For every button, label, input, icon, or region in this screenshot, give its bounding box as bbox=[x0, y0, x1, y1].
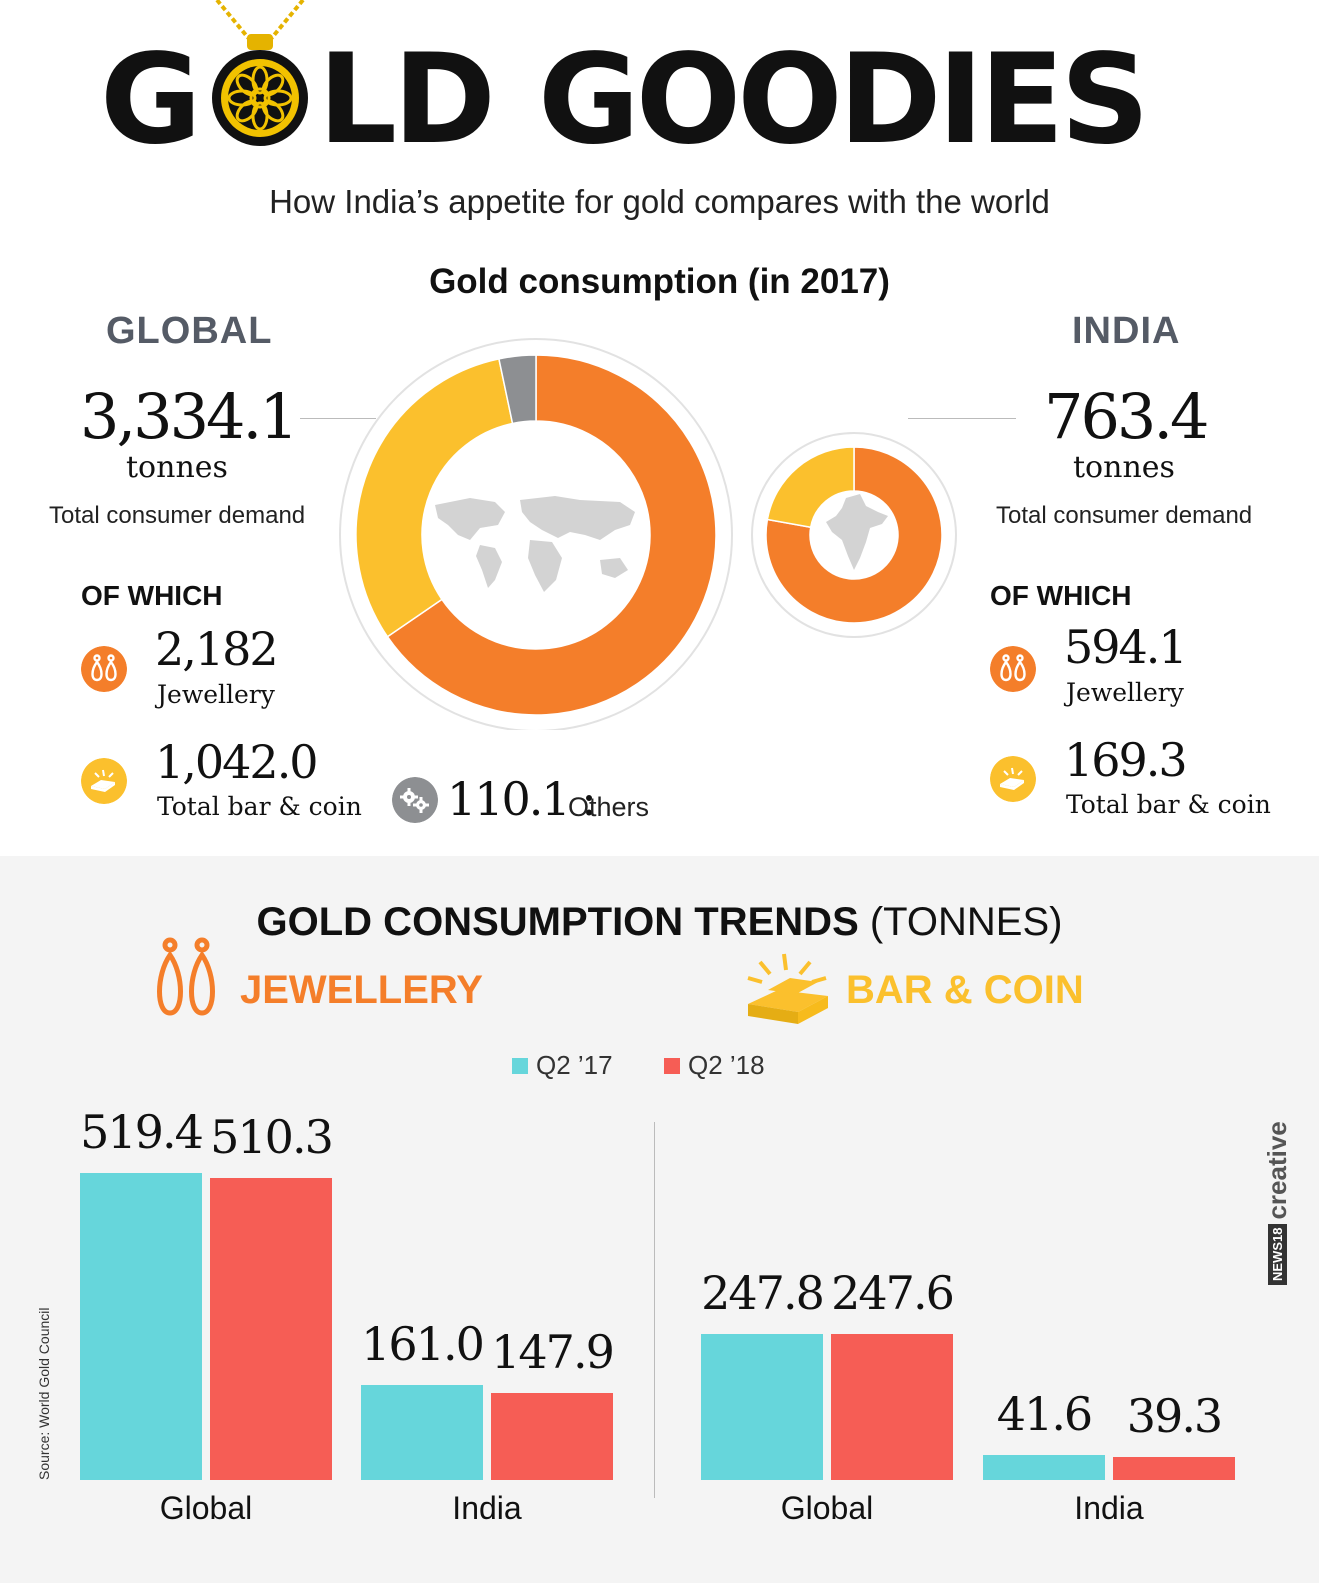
group-label-jewellery-global: Global bbox=[159, 1490, 253, 1526]
group-label-barcoin-india: India bbox=[1074, 1490, 1144, 1526]
donut-charts bbox=[339, 338, 957, 730]
bar-value-jewellery-global-q2-17: 519.4 bbox=[80, 1105, 204, 1159]
bar-value-jewellery-global-q2-18: 510.3 bbox=[210, 1110, 334, 1165]
legend-swatch-q2-17 bbox=[512, 1057, 528, 1074]
consumption-title: Gold consumption (in 2017) bbox=[429, 262, 890, 301]
india-jewellery-value: 594.1 bbox=[1064, 620, 1188, 674]
earrings-icon bbox=[81, 646, 127, 692]
necklace-pendant-icon bbox=[212, 0, 308, 146]
global-slice-jewellery bbox=[386, 354, 717, 716]
legend-q2-18: Q2 ’18 bbox=[664, 1050, 765, 1081]
group-label-barcoin-global: Global bbox=[780, 1490, 874, 1526]
title-letter-g: G bbox=[100, 28, 202, 172]
bar-jewellery-global-q2-17 bbox=[80, 1173, 202, 1480]
jewellery-heading: JEWELLERY bbox=[240, 968, 483, 1012]
gold-bars-icon bbox=[747, 953, 828, 1024]
bar-value-jewellery-india-q2-18: 147.9 bbox=[491, 1324, 615, 1379]
legend-label-q2-18: Q2 ’18 bbox=[688, 1050, 765, 1080]
bar-value-barcoin-india-q2-17: 41.6 bbox=[996, 1387, 1093, 1442]
credit-badge: NEWS18 bbox=[1268, 1223, 1287, 1285]
title-word-goodies: GOODIES bbox=[538, 28, 1150, 172]
world-map-icon bbox=[435, 496, 635, 592]
bar-barcoin-global-q2-18 bbox=[831, 1333, 953, 1480]
legend-label-q2-17: Q2 ’17 bbox=[536, 1050, 613, 1080]
group-label-jewellery-india: India bbox=[452, 1490, 522, 1526]
global-total-unit: tonnes bbox=[126, 450, 228, 485]
india-total-value: 763.4 bbox=[1044, 380, 1209, 453]
gears-icon bbox=[392, 777, 438, 823]
gold-bars-icon bbox=[990, 756, 1036, 802]
global-jewellery-value: 2,182 bbox=[155, 622, 279, 676]
india-leader-line bbox=[908, 418, 1016, 419]
bar-value-jewellery-india-q2-17: 161.0 bbox=[361, 1316, 485, 1371]
legend-q2-17: Q2 ’17 bbox=[512, 1050, 613, 1081]
bar-barcoin-india-q2-18 bbox=[1113, 1456, 1235, 1480]
global-leader-line bbox=[300, 418, 376, 419]
gold-bars-icon bbox=[81, 758, 127, 804]
india-of-which: OF WHICH bbox=[990, 580, 1132, 611]
barcoin-heading: BAR & COIN bbox=[846, 968, 1084, 1012]
bar-value-barcoin-global-q2-18: 247.6 bbox=[831, 1265, 955, 1320]
news18-creative-logo: NEWS18 creative bbox=[1262, 1121, 1293, 1285]
trends-title-unit: (TONNES) bbox=[858, 900, 1063, 944]
global-total-value: 3,334.1 bbox=[80, 380, 299, 453]
india-slice-total-bar-coin bbox=[766, 446, 855, 529]
global-of-which: OF WHICH bbox=[81, 580, 223, 611]
global-others-value: 110.1 : bbox=[447, 772, 597, 826]
title-word-ld: LD bbox=[318, 28, 496, 172]
india-map-icon bbox=[826, 494, 888, 570]
global-barcoin-label: Total bar & coin bbox=[157, 792, 362, 821]
legend-swatch-q2-18 bbox=[664, 1057, 680, 1074]
india-slice-jewellery bbox=[765, 446, 943, 624]
trends-title: GOLD CONSUMPTION TRENDS (TONNES) bbox=[0, 900, 1319, 945]
global-slice-total-bar-coin bbox=[355, 357, 514, 638]
bar-jewellery-india-q2-18 bbox=[491, 1392, 613, 1480]
chart-divider bbox=[654, 1122, 655, 1498]
global-total-desc: Total consumer demand bbox=[49, 502, 306, 529]
india-barcoin-label: Total bar & coin bbox=[1066, 790, 1271, 819]
india-jewellery-label: Jewellery bbox=[1066, 678, 1184, 707]
subtitle: How India’s appetite for gold compares w… bbox=[269, 183, 1050, 220]
global-region-label: GLOBAL bbox=[106, 310, 273, 352]
bar-jewellery-india-q2-17 bbox=[361, 1384, 483, 1480]
india-barcoin-value: 169.3 bbox=[1064, 733, 1188, 787]
bar-value-barcoin-global-q2-17: 247.8 bbox=[701, 1265, 825, 1320]
earrings-icon bbox=[157, 937, 215, 1016]
bar-barcoin-global-q2-17 bbox=[701, 1333, 823, 1480]
global-donut bbox=[355, 354, 717, 716]
bar-jewellery-global-q2-18 bbox=[210, 1178, 332, 1480]
trends-title-bold: GOLD CONSUMPTION TRENDS bbox=[256, 900, 859, 944]
global-barcoin-value: 1,042.0 bbox=[155, 735, 319, 789]
india-donut bbox=[765, 446, 943, 624]
india-total-unit: tonnes bbox=[1073, 450, 1175, 485]
india-region-label: INDIA bbox=[1072, 310, 1181, 352]
india-total-desc: Total consumer demand bbox=[996, 502, 1253, 529]
global-others-label: Others bbox=[568, 792, 650, 822]
global-slice-others bbox=[498, 354, 537, 425]
source-note: Source: World Gold Council bbox=[36, 1307, 52, 1480]
earrings-icon bbox=[990, 646, 1036, 692]
bar-barcoin-india-q2-17 bbox=[983, 1455, 1105, 1480]
bar-value-barcoin-india-q2-18: 39.3 bbox=[1126, 1388, 1223, 1443]
global-jewellery-label: Jewellery bbox=[157, 680, 275, 709]
credit-text: creative bbox=[1262, 1121, 1292, 1220]
